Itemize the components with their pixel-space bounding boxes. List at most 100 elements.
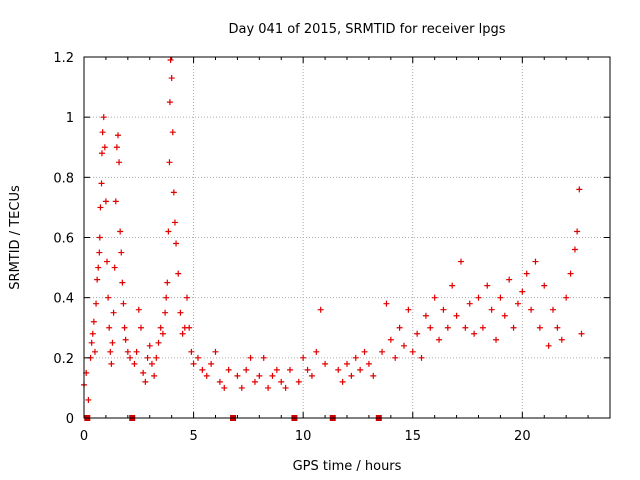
data-point — [208, 360, 215, 367]
data-point — [308, 372, 315, 379]
data-point — [479, 324, 486, 331]
data-point — [339, 378, 346, 385]
data-point — [203, 372, 210, 379]
data-point — [94, 276, 101, 283]
data-point — [414, 330, 421, 337]
data-point — [173, 240, 180, 247]
data-point — [155, 339, 162, 346]
data-point — [295, 378, 302, 385]
data-point — [335, 366, 342, 373]
data-point — [361, 348, 368, 355]
data-point — [287, 366, 294, 373]
data-point — [142, 378, 149, 385]
data-point — [100, 114, 107, 121]
data-point — [431, 294, 438, 301]
data-point — [510, 324, 517, 331]
data-point — [322, 360, 329, 367]
data-point — [304, 366, 311, 373]
data-point — [184, 294, 191, 301]
y-tick-label: 0.2 — [53, 352, 74, 367]
data-point — [118, 249, 125, 256]
data-point — [133, 348, 140, 355]
data-point — [379, 348, 386, 355]
data-point — [90, 318, 97, 325]
x-tick-label: 10 — [295, 429, 312, 444]
data-point — [122, 336, 129, 343]
x-axis-label: GPS time / hours — [293, 459, 402, 474]
data-point — [440, 306, 447, 313]
y-tick-label: 0 — [66, 412, 74, 427]
data-point — [265, 384, 272, 391]
data-point — [493, 336, 500, 343]
data-point — [166, 99, 173, 106]
data-point — [98, 180, 105, 187]
data-point — [488, 306, 495, 313]
data-point — [247, 354, 254, 361]
data-point — [163, 294, 170, 301]
data-point — [109, 339, 116, 346]
data-point — [317, 306, 324, 313]
data-point — [165, 228, 172, 235]
data-point — [532, 258, 539, 265]
data-point — [260, 354, 267, 361]
data-point — [216, 378, 223, 385]
y-axis-label: SRMTID / TECUs — [8, 185, 23, 290]
data-point — [475, 294, 482, 301]
data-point — [453, 312, 460, 319]
data-point — [188, 348, 195, 355]
data-point — [370, 372, 377, 379]
data-point — [484, 282, 491, 289]
data-point — [251, 378, 258, 385]
grid-lines — [84, 57, 610, 418]
data-point — [117, 228, 124, 235]
data-point — [221, 384, 228, 391]
data-point — [89, 330, 96, 337]
data-point — [471, 330, 478, 337]
data-point — [146, 342, 153, 349]
data-point — [576, 186, 583, 193]
data-point — [124, 348, 131, 355]
data-point — [545, 342, 552, 349]
data-point — [383, 300, 390, 307]
data-point — [199, 366, 206, 373]
data-point — [104, 258, 111, 265]
data-point — [120, 300, 127, 307]
y-tick-label: 0.6 — [53, 232, 74, 247]
data-point — [91, 348, 98, 355]
data-point — [168, 75, 175, 82]
data-point — [153, 354, 160, 361]
data-point — [300, 354, 307, 361]
data-point — [93, 300, 100, 307]
data-point — [167, 57, 174, 64]
data-point — [190, 360, 197, 367]
data-point — [113, 144, 120, 151]
data-point — [348, 372, 355, 379]
data-point — [114, 132, 121, 139]
data-point — [106, 324, 113, 331]
data-point — [519, 288, 526, 295]
data-point — [571, 246, 578, 253]
data-point — [108, 360, 115, 367]
data-point — [98, 150, 105, 157]
data-point — [387, 336, 394, 343]
data-point — [225, 366, 232, 373]
data-point — [96, 249, 103, 256]
data-point — [116, 159, 123, 166]
data-point — [151, 372, 158, 379]
data-point — [99, 129, 106, 136]
y-tick-label: 0.4 — [53, 292, 74, 307]
data-point — [88, 339, 95, 346]
data-point — [110, 309, 117, 316]
data-point — [171, 219, 178, 226]
data-point — [278, 378, 285, 385]
tick-labels: 0 5 10 15 20 0 0.2 0.4 0.6 0.8 1 1.2 — [53, 51, 530, 444]
data-point — [175, 270, 182, 277]
data-point — [162, 309, 169, 316]
data-point — [148, 360, 155, 367]
x-tick-label: 20 — [514, 429, 531, 444]
data-point — [243, 366, 250, 373]
data-point — [554, 324, 561, 331]
data-point — [352, 354, 359, 361]
data-point — [95, 264, 102, 271]
